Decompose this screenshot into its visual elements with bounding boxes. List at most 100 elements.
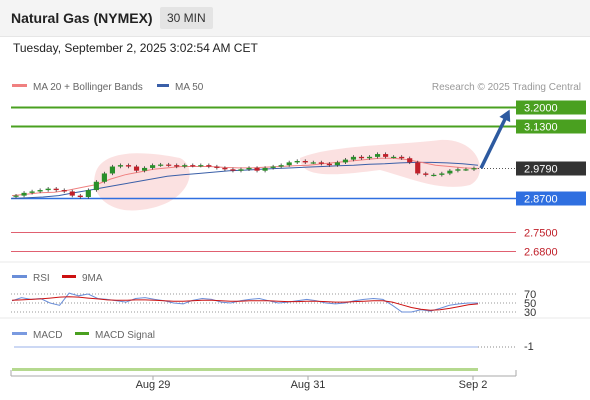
ma50-legend-swatch: [157, 84, 169, 87]
candles: [13, 152, 477, 199]
nine-ma-legend-label: 9MA: [82, 273, 103, 284]
macd-legend-swatch: [12, 332, 27, 335]
price-labels: 3.2000 3.1300 2.9790 2.8700 2.7500 2.6800: [516, 100, 586, 259]
macd-legend-label: MACD: [33, 330, 62, 341]
price-levels: [11, 106, 516, 252]
candle-body: [53, 188, 59, 191]
macd-level-label: -1: [524, 341, 534, 353]
candle-body: [61, 190, 67, 192]
candle-body: [262, 167, 268, 171]
x-tick-label: Sep 2: [459, 379, 488, 391]
macd-signal-legend-swatch: [75, 332, 89, 335]
candle-body: [117, 165, 124, 167]
candle-body: [133, 166, 140, 171]
price-label: 2.9790: [524, 164, 558, 176]
candle-body: [270, 166, 276, 168]
candle-body: [206, 165, 212, 167]
candle-body: [431, 174, 437, 177]
candle-body: [85, 190, 91, 197]
ma50-legend-label: MA 50: [175, 82, 204, 93]
candle-body: [182, 165, 188, 167]
candle-body: [310, 162, 316, 164]
candle-body: [13, 195, 19, 197]
candle-body: [383, 154, 389, 157]
candle-body: [374, 154, 381, 157]
x-tick-label: Aug 31: [291, 379, 326, 391]
candle-body: [198, 165, 204, 167]
candle-body: [350, 156, 357, 160]
nine-ma-line: [11, 296, 479, 311]
price-tag: [516, 100, 586, 115]
candle-body: [101, 173, 107, 182]
candle-body: [415, 162, 421, 174]
rsi-line: [11, 292, 478, 313]
candle-body: [334, 162, 340, 166]
bollinger-band-area: [94, 153, 190, 211]
ma20-line: [11, 157, 479, 197]
candle-body: [391, 156, 397, 159]
rsi-level-label: 30: [524, 307, 536, 319]
x-tick-label: Aug 29: [136, 379, 171, 391]
candle-body: [302, 161, 308, 163]
projection-arrow: [479, 109, 511, 169]
candle-body: [342, 159, 349, 163]
candle-body: [358, 156, 365, 159]
candle-body: [326, 163, 332, 166]
candle-body: [447, 170, 453, 174]
projection-head: [499, 109, 511, 123]
instrument-title: Natural Gas (NYMEX): [11, 10, 153, 26]
macd-signal-legend-label: MACD Signal: [95, 330, 155, 341]
rsi-level-label: 50: [524, 298, 536, 310]
candle-body: [471, 168, 477, 170]
candle-body: [246, 167, 252, 170]
bollinger-bands: [94, 139, 480, 211]
timeframe-badge[interactable]: 30 MIN: [160, 7, 213, 29]
candle-body: [21, 192, 27, 196]
candle-body: [318, 162, 324, 164]
candle-body: [125, 165, 132, 167]
candle-body: [69, 191, 75, 196]
price-label: 2.8700: [524, 194, 558, 206]
price-label: 3.1300: [524, 122, 558, 134]
candle-body: [150, 165, 156, 168]
candle-body: [190, 165, 196, 167]
candle-body: [77, 195, 83, 197]
x-axis-ticks: Aug 29 Aug 31 Sep 2: [10, 370, 517, 391]
candle-body: [439, 173, 445, 175]
candle-body: [254, 167, 260, 171]
rsi-level-label: 70: [524, 289, 536, 301]
candle-body: [463, 169, 469, 171]
candle-body: [278, 165, 284, 167]
candle-body: [174, 165, 180, 167]
candle-body: [222, 167, 228, 170]
candle-body: [37, 190, 43, 192]
candle-body: [158, 164, 164, 166]
candle-body: [294, 161, 300, 163]
candle-body: [238, 169, 244, 171]
candle-body: [399, 156, 405, 159]
candle-body: [366, 156, 373, 159]
candle-body: [455, 169, 461, 171]
candle-body: [45, 188, 51, 191]
research-credit: Research © 2025 Trading Central: [432, 82, 581, 93]
nine-ma-legend-swatch: [62, 275, 76, 278]
ma20-legend-swatch: [12, 84, 27, 87]
price-label: 2.7500: [524, 228, 558, 240]
rsi-legend-swatch: [12, 275, 27, 278]
header-bar: Natural Gas (NYMEX) 30 MIN: [0, 0, 590, 37]
price-tag: [516, 161, 586, 176]
candle-body: [286, 162, 292, 166]
timestamp: Tuesday, September 2, 2025 3:02:54 AM CE…: [13, 41, 258, 55]
candle-body: [407, 158, 413, 163]
price-tag: [516, 119, 586, 134]
candle-body: [109, 166, 116, 174]
candle-body: [166, 164, 172, 166]
price-label: 2.6800: [524, 247, 558, 259]
candle-body: [423, 173, 429, 175]
candle-body: [230, 169, 236, 171]
ma20-legend-label: MA 20 + Bollinger Bands: [33, 82, 143, 93]
price-tag: [516, 191, 586, 206]
candle-body: [93, 181, 99, 191]
